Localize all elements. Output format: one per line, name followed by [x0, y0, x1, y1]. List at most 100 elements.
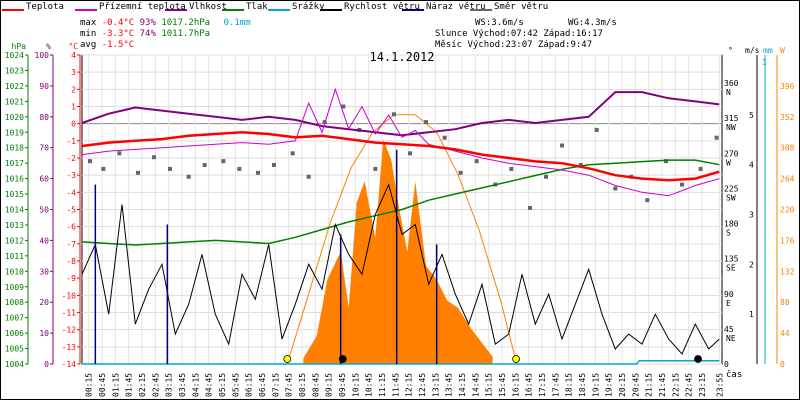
- stats-wind-gust: WG:4.3m/s: [568, 18, 617, 28]
- stats-max-temp: -0.4°C: [101, 18, 135, 28]
- wind-dir-point: [272, 163, 276, 168]
- stats-min-label: min: [80, 29, 97, 39]
- wind-dir-point: [544, 174, 548, 179]
- dir-tick-name: SE: [726, 264, 736, 273]
- x-tick-label: 07:45: [285, 373, 294, 397]
- humidity-line: [81, 91, 720, 137]
- hpa-axis-tick-label: 1010: [5, 267, 24, 276]
- temp-axis-tick-label: -13: [62, 343, 77, 352]
- x-tick-label: 04:15: [191, 373, 200, 397]
- x-tick-label: 09:15: [325, 373, 334, 397]
- hum-axis-label: %: [46, 42, 51, 51]
- hpa-axis-tick-label: 1009: [5, 283, 24, 292]
- x-tick-label: 21:45: [658, 373, 667, 397]
- hpa-axis-tick-label: 1016: [5, 175, 24, 184]
- hpa-axis-tick-label: 1005: [5, 345, 24, 354]
- dir-tick-label: 90: [724, 290, 734, 299]
- hpa-axis-tick-label: 1007: [5, 314, 24, 323]
- stats-sun: Slunce Východ:07:42 Západ:16:17: [435, 29, 603, 39]
- stats-max-press: 1017.2hPa: [161, 18, 211, 28]
- temp-axis-tick-label: -7: [66, 240, 76, 249]
- wind-dir-point: [306, 174, 311, 179]
- temp-axis-tick-label: -12: [62, 326, 77, 335]
- w-tick-label: 396: [780, 82, 795, 91]
- x-axis-label: čas: [726, 369, 742, 380]
- hpa-axis-tick-label: 1024: [5, 51, 24, 60]
- ms-tick-label: 1: [749, 310, 754, 319]
- wind-dir-point: [474, 159, 479, 164]
- x-tick-label: 14:45: [471, 373, 480, 397]
- hum-axis-tick-label: 90: [39, 82, 49, 91]
- legend-entry: Vlhkost: [189, 2, 227, 12]
- hum-axis-tick-label: 10: [39, 329, 49, 338]
- temp-axis-tick-label: 1: [71, 103, 76, 112]
- dir-tick-name: S: [726, 229, 731, 238]
- hum-axis-tick-label: 50: [39, 206, 49, 215]
- x-tick-label: 15:15: [485, 373, 494, 397]
- rain-line: [82, 359, 720, 365]
- hpa-axis-label: hPa: [12, 42, 27, 51]
- w-tick-label: 132: [780, 267, 795, 276]
- wind-dir-point: [152, 155, 156, 160]
- legend-entry: Teplota: [26, 2, 64, 12]
- hpa-axis-tick-label: 1017: [5, 159, 24, 168]
- x-tick-label: 18:45: [578, 373, 587, 397]
- hpa-axis-tick-label: 1020: [5, 113, 24, 122]
- x-tick-label: 08:45: [311, 373, 320, 397]
- w-tick-label: 220: [780, 206, 795, 215]
- dir-tick-label: 225: [724, 184, 739, 193]
- legend-entry: Přízemní teplota: [99, 2, 186, 12]
- stats-max-row: max -0.4°C 93% 1017.2hPa 0.1mm: [80, 18, 251, 28]
- x-tick-label: 01:45: [125, 373, 134, 397]
- x-tick-label: 19:15: [591, 373, 600, 397]
- x-tick-label: 17:45: [551, 373, 560, 397]
- wind-dir-point: [168, 166, 172, 171]
- dir-tick-name: N: [726, 88, 731, 97]
- stats-min-temp: -3.3°C: [101, 29, 135, 39]
- pressure-line: [81, 159, 720, 246]
- hum-axis-tick-label: 40: [39, 236, 49, 245]
- x-tick-label: 22:45: [685, 373, 694, 397]
- x-tick-label: 02:45: [151, 373, 160, 397]
- radiation-area: [303, 139, 493, 364]
- x-tick-label: 16:15: [511, 373, 520, 397]
- stats-max-rain: 0.1mm: [223, 18, 251, 28]
- legend-swatch: [75, 9, 97, 11]
- ms-tick-label: 5: [749, 111, 754, 120]
- wind-dir-point: [101, 166, 106, 171]
- x-tick-label: 11:15: [378, 373, 387, 397]
- wind-dir-point: [186, 174, 191, 179]
- hum-axis-tick-label: 100: [35, 51, 50, 60]
- wind-dir-point: [594, 127, 599, 132]
- hpa-axis-tick-label: 1023: [5, 66, 24, 75]
- x-tick-label: 16:45: [525, 373, 534, 397]
- wind-dir-point: [458, 170, 463, 175]
- hpa-axis-tick-label: 1013: [5, 221, 24, 230]
- wind-dir-point: [117, 151, 122, 156]
- ms-axis-label: m/s: [745, 46, 760, 55]
- temp-axis-tick-label: 0: [71, 120, 76, 129]
- x-tick-label: 23:55: [715, 373, 724, 397]
- dir-axis-label: °: [728, 46, 733, 55]
- dir-tick-label: 270: [724, 149, 739, 158]
- x-tick-label: 01:15: [111, 373, 120, 397]
- wind-dir-point: [424, 120, 428, 125]
- dir-tick-label: 180: [724, 220, 739, 229]
- x-tick-label: 03:15: [165, 373, 174, 397]
- wind-dir-point: [256, 170, 260, 175]
- wind-dir-point: [341, 104, 346, 109]
- wind-dir-point: [680, 182, 684, 187]
- legend-swatch: [320, 9, 342, 11]
- wind-dir-point: [290, 151, 295, 156]
- moonset-marker: [338, 355, 347, 363]
- temperature-line: [81, 131, 720, 182]
- legend-swatch: [222, 9, 244, 11]
- hum-axis-tick-label: 30: [39, 267, 49, 276]
- dir-tick-label: 45: [724, 325, 734, 334]
- stats-avg-temp: -1.5°C: [101, 40, 135, 50]
- legend-swatch: [470, 9, 492, 11]
- hpa-axis-tick-label: 1012: [5, 236, 24, 245]
- hpa-axis-tick-label: 1004: [5, 360, 24, 369]
- stats-avg-row: avg -1.5°C: [80, 40, 134, 50]
